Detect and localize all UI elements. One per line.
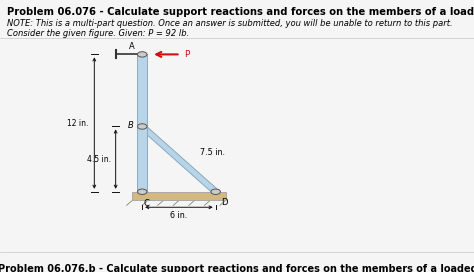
Text: Consider the given figure. Given: P = 92 lb.: Consider the given figure. Given: P = 92… — [7, 29, 189, 38]
Text: A: A — [129, 42, 135, 51]
Text: P: P — [184, 50, 190, 59]
Bar — [137, 54, 147, 192]
Circle shape — [211, 189, 220, 194]
Text: Problem 06.076 - Calculate support reactions and forces on the members of a load: Problem 06.076 - Calculate support react… — [7, 7, 474, 17]
Circle shape — [137, 189, 147, 194]
Text: 7.5 in.: 7.5 in. — [200, 148, 225, 157]
Text: 12 in.: 12 in. — [67, 119, 89, 128]
Text: C: C — [143, 199, 149, 208]
Text: 4.5 in.: 4.5 in. — [87, 154, 111, 164]
Circle shape — [137, 124, 147, 129]
Text: Problem 06.076.b - Calculate support reactions and forces on the members of a lo: Problem 06.076.b - Calculate support rea… — [0, 264, 474, 272]
Text: D: D — [221, 198, 228, 207]
Bar — [132, 192, 226, 200]
Circle shape — [137, 52, 147, 57]
Text: NOTE: This is a multi-part question. Once an answer is submitted, you will be un: NOTE: This is a multi-part question. Onc… — [7, 19, 453, 28]
Text: B: B — [128, 120, 133, 130]
Text: 6 in.: 6 in. — [170, 211, 188, 220]
Polygon shape — [139, 125, 219, 193]
